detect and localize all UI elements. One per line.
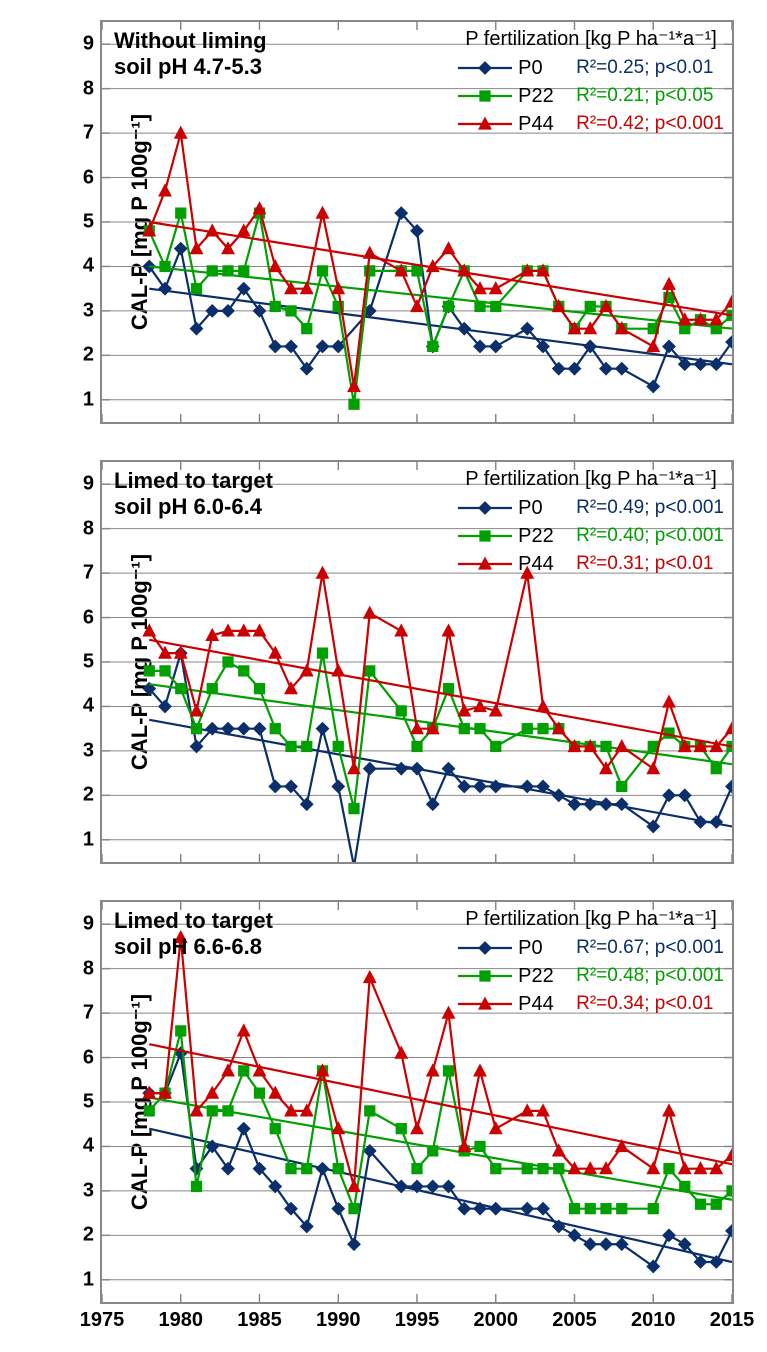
y-tick-label: 6 [72, 606, 94, 629]
y-tick-label: 9 [72, 473, 94, 496]
x-tick-label: 2015 [710, 1309, 755, 1332]
y-tick-label: 9 [72, 33, 94, 56]
legend-row: P0 R²=0.25; p<0.01 [458, 55, 724, 81]
y-tick-label: 4 [72, 1135, 94, 1158]
legend-label: P44 [518, 553, 570, 576]
y-tick-label: 5 [72, 651, 94, 674]
y-tick-label: 6 [72, 166, 94, 189]
y-tick-label: 7 [72, 562, 94, 585]
legend-row: P44 R²=0.31; p<0.01 [458, 551, 724, 577]
y-tick-label: 2 [72, 344, 94, 367]
legend: P fertilization [kg P ha⁻¹*a⁻¹] P0 R²=0.… [458, 466, 724, 579]
x-tick-label: 1975 [80, 1309, 125, 1332]
legend-label: P0 [518, 57, 570, 80]
x-tick-label: 1980 [159, 1309, 204, 1332]
y-tick-label: 8 [72, 517, 94, 540]
legend-label: P0 [518, 937, 570, 960]
x-tick-label: 2000 [474, 1309, 519, 1332]
y-tick-label: 5 [72, 1091, 94, 1114]
legend: P fertilization [kg P ha⁻¹*a⁻¹] P0 R²=0.… [458, 26, 724, 139]
legend-row: P0 R²=0.67; p<0.001 [458, 935, 724, 961]
legend-header: P fertilization [kg P ha⁻¹*a⁻¹] [458, 906, 724, 931]
legend-stats: R²=0.67; p<0.001 [576, 937, 724, 959]
y-tick-label: 4 [72, 255, 94, 278]
chart-panel: CAL-P [mg P 100g⁻¹]123456789197519801985… [100, 900, 734, 1304]
legend-swatch [458, 554, 512, 574]
y-tick-label: 7 [72, 122, 94, 145]
legend-swatch [458, 938, 512, 958]
legend-row: P44 R²=0.34; p<0.01 [458, 991, 724, 1017]
legend-stats: R²=0.31; p<0.01 [576, 553, 713, 575]
legend-row: P22 R²=0.40; p<0.001 [458, 523, 724, 549]
y-tick-label: 7 [72, 1002, 94, 1025]
legend-swatch [458, 966, 512, 986]
legend-swatch [458, 58, 512, 78]
legend-row: P0 R²=0.49; p<0.001 [458, 495, 724, 521]
y-tick-label: 3 [72, 739, 94, 762]
legend-swatch [458, 114, 512, 134]
legend-row: P44 R²=0.42; p<0.001 [458, 111, 724, 137]
legend-stats: R²=0.34; p<0.01 [576, 993, 713, 1015]
y-tick-label: 8 [72, 77, 94, 100]
y-tick-label: 2 [72, 1224, 94, 1247]
legend-swatch [458, 994, 512, 1014]
legend-header: P fertilization [kg P ha⁻¹*a⁻¹] [458, 26, 724, 51]
legend-stats: R²=0.48; p<0.001 [576, 965, 724, 987]
panel-title: Without limingsoil pH 4.7-5.3 [114, 28, 267, 81]
x-tick-label: 1990 [316, 1309, 361, 1332]
legend-stats: R²=0.49; p<0.001 [576, 497, 724, 519]
x-tick-label: 1995 [395, 1309, 440, 1332]
legend-label: P44 [518, 993, 570, 1016]
legend-label: P0 [518, 497, 570, 520]
legend-swatch [458, 86, 512, 106]
y-tick-label: 3 [72, 1179, 94, 1202]
legend-label: P22 [518, 965, 570, 988]
legend-row: P22 R²=0.21; p<0.05 [458, 83, 724, 109]
legend-stats: R²=0.21; p<0.05 [576, 85, 713, 107]
legend-swatch [458, 498, 512, 518]
legend-header: P fertilization [kg P ha⁻¹*a⁻¹] [458, 466, 724, 491]
legend-label: P22 [518, 525, 570, 548]
y-tick-label: 1 [72, 828, 94, 851]
y-tick-label: 4 [72, 695, 94, 718]
x-tick-label: 2005 [552, 1309, 597, 1332]
legend-stats: R²=0.25; p<0.01 [576, 57, 713, 79]
chart-panel: CAL-P [mg P 100g⁻¹]123456789Limed to tar… [100, 460, 734, 864]
legend-label: P44 [518, 113, 570, 136]
y-tick-label: 3 [72, 299, 94, 322]
x-tick-label: 2010 [631, 1309, 676, 1332]
x-tick-label: 1985 [237, 1309, 282, 1332]
y-tick-label: 1 [72, 1268, 94, 1291]
legend-row: P22 R²=0.48; p<0.001 [458, 963, 724, 989]
y-tick-label: 1 [72, 388, 94, 411]
panel-title: Limed to targetsoil pH 6.0-6.4 [114, 468, 273, 521]
y-tick-label: 8 [72, 957, 94, 980]
figure: CAL-P [mg P 100g⁻¹]123456789Without limi… [0, 0, 767, 1352]
y-tick-label: 5 [72, 211, 94, 234]
legend: P fertilization [kg P ha⁻¹*a⁻¹] P0 R²=0.… [458, 906, 724, 1019]
y-tick-label: 9 [72, 913, 94, 936]
y-tick-label: 6 [72, 1046, 94, 1069]
legend-label: P22 [518, 85, 570, 108]
y-tick-label: 2 [72, 784, 94, 807]
legend-stats: R²=0.42; p<0.001 [576, 113, 724, 135]
chart-panel: CAL-P [mg P 100g⁻¹]123456789Without limi… [100, 20, 734, 424]
legend-swatch [458, 526, 512, 546]
legend-stats: R²=0.40; p<0.001 [576, 525, 724, 547]
panel-title: Limed to targetsoil pH 6.6-6.8 [114, 908, 273, 961]
